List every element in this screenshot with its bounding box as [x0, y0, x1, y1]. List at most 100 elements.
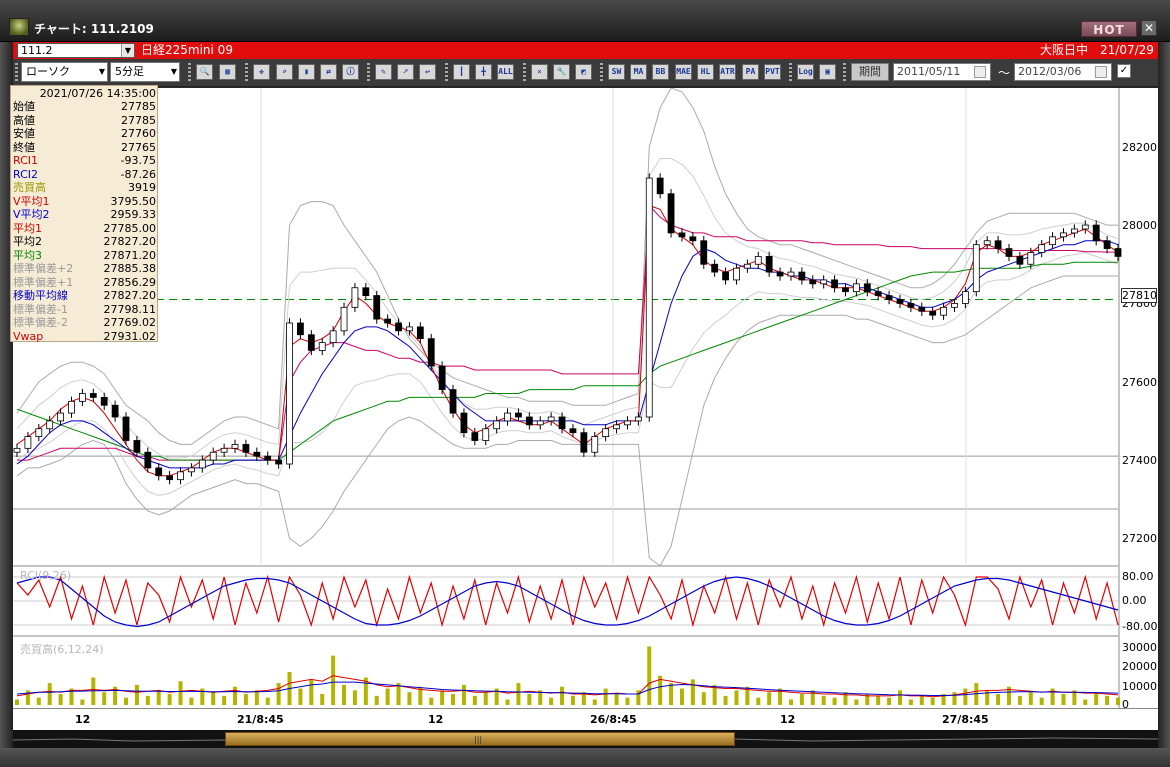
- wrench-icon[interactable]: 🔧: [553, 64, 570, 80]
- scrollbar-grip-icon[interactable]: |||: [474, 735, 483, 744]
- cursor-icon[interactable]: ➚: [397, 64, 414, 80]
- calendar-icon[interactable]: [1095, 66, 1107, 78]
- volume-bar: [745, 686, 750, 705]
- candle-body: [1027, 252, 1035, 265]
- info-label: 移動平均線: [13, 289, 68, 302]
- all-icon[interactable]: ALL: [497, 64, 514, 80]
- candle-icon[interactable]: ┃: [453, 64, 470, 80]
- price-chart-svg[interactable]: [13, 87, 1158, 708]
- candle-body: [842, 287, 849, 293]
- crosshair-icon[interactable]: ✥: [253, 64, 270, 80]
- candle-body: [722, 271, 729, 281]
- hot-button[interactable]: HOT: [1081, 21, 1137, 37]
- pvt-icon[interactable]: PVT: [764, 64, 781, 80]
- close-icon[interactable]: ✕: [1141, 20, 1157, 36]
- candle-body: [896, 299, 904, 304]
- info-label: 平均3: [13, 248, 42, 262]
- volume-bar: [799, 694, 804, 705]
- info-label: RCI2: [13, 167, 39, 181]
- palette-icon[interactable]: ◩: [575, 64, 592, 80]
- candle-body: [983, 240, 991, 246]
- info-value: 27827.20: [103, 289, 157, 302]
- info-value: 27856.29: [103, 275, 157, 289]
- volume-bar: [483, 692, 488, 705]
- hl-icon[interactable]: HL: [697, 64, 714, 80]
- toolbar-grip[interactable]: [15, 63, 18, 82]
- info-row: 平均1 27785.00: [11, 222, 159, 235]
- mae-icon[interactable]: MAE: [675, 64, 692, 80]
- chart-area[interactable]: [13, 87, 1158, 708]
- chevron-down-icon[interactable]: ▼: [121, 44, 134, 57]
- candle-body: [602, 428, 610, 437]
- volume-bar: [560, 686, 565, 705]
- candle-body: [765, 256, 773, 273]
- candle-body: [820, 279, 828, 285]
- period-button[interactable]: 期間: [851, 63, 889, 81]
- zoom-icon[interactable]: 🔍: [196, 64, 213, 80]
- volume-bar: [778, 688, 783, 705]
- volume-bar: [832, 697, 837, 705]
- chart-type-select[interactable]: ローソク ▼: [21, 62, 108, 82]
- grid-icon[interactable]: ▦: [219, 64, 236, 80]
- window-left-frame: [0, 42, 13, 748]
- arrow-icon[interactable]: ↩: [419, 64, 436, 80]
- compare-icon[interactable]: ⇄: [320, 64, 337, 80]
- volume-bar: [614, 694, 619, 705]
- info-row: V平均1 3795.50: [11, 195, 159, 208]
- bb-icon[interactable]: BB: [652, 64, 669, 80]
- candle-body: [438, 365, 446, 390]
- layout-icon[interactable]: ▣: [819, 64, 836, 80]
- swap-icon[interactable]: SW: [608, 64, 625, 80]
- scrollbar-thumb[interactable]: [225, 732, 735, 746]
- candle-body: [253, 451, 261, 457]
- volume-bar: [1006, 686, 1011, 705]
- info-row: Vwap 27931.02: [11, 330, 159, 343]
- info-row: V平均2 2959.33: [11, 208, 159, 221]
- candle-body: [874, 291, 882, 296]
- candle-add-icon[interactable]: ╋: [475, 64, 492, 80]
- volume-bar: [363, 677, 368, 705]
- candle-body: [547, 416, 555, 422]
- info-label: 標準偏差+2: [13, 262, 74, 275]
- volume-bar: [821, 695, 826, 705]
- log-icon[interactable]: Log: [797, 64, 814, 80]
- ma-icon[interactable]: MA: [630, 64, 647, 80]
- pen-icon[interactable]: ✎: [375, 64, 392, 80]
- info-value: 27871.20: [103, 248, 157, 262]
- interval-select[interactable]: 5分足 ▼: [110, 62, 180, 82]
- volume-bar: [58, 694, 63, 705]
- volume-bar: [505, 699, 510, 705]
- current-price-label: 27810: [1121, 288, 1157, 303]
- bollinger-lower-line: [16, 275, 1118, 567]
- date-to-input[interactable]: 2012/03/06: [1014, 63, 1112, 81]
- interval-value: 5分足: [115, 65, 144, 78]
- window-titlebar[interactable]: チャート: 111.2109 HOT ✕: [0, 0, 1170, 42]
- candle-body: [776, 271, 784, 277]
- bar-chart-icon[interactable]: ▮: [298, 64, 315, 80]
- info-value: 3919: [128, 181, 156, 194]
- atr-icon[interactable]: ATR: [719, 64, 736, 80]
- candle-body: [427, 338, 435, 367]
- candle-body: [1070, 228, 1078, 234]
- symbol-code-input[interactable]: 111.2 ▼: [17, 43, 135, 58]
- volume-bar: [331, 655, 336, 705]
- time-axis-label: 27/8:45: [942, 713, 989, 726]
- date-apply-checkbox[interactable]: ✓: [1117, 64, 1131, 78]
- date-from-input[interactable]: 2011/05/11: [893, 63, 991, 81]
- info-label: 始値: [13, 100, 35, 113]
- volume-bar: [1072, 690, 1077, 705]
- info-value: -87.26: [120, 167, 156, 181]
- magnify-icon[interactable]: ⌕: [276, 64, 293, 80]
- para-icon[interactable]: PA: [742, 64, 759, 80]
- cross-tool-icon[interactable]: ✕: [531, 64, 548, 80]
- candle-body: [177, 471, 184, 481]
- time-axis-label: 21/8:45: [237, 713, 284, 726]
- info-label: 平均2: [13, 235, 42, 248]
- price-axis-label: 27600: [1122, 375, 1157, 389]
- info-value: 27785.00: [103, 221, 157, 235]
- volume-bar: [723, 695, 728, 705]
- volume-bar: [636, 690, 641, 705]
- volume-bar: [941, 694, 946, 705]
- calendar-icon[interactable]: [974, 66, 986, 78]
- info-icon[interactable]: ⓘ: [342, 64, 359, 80]
